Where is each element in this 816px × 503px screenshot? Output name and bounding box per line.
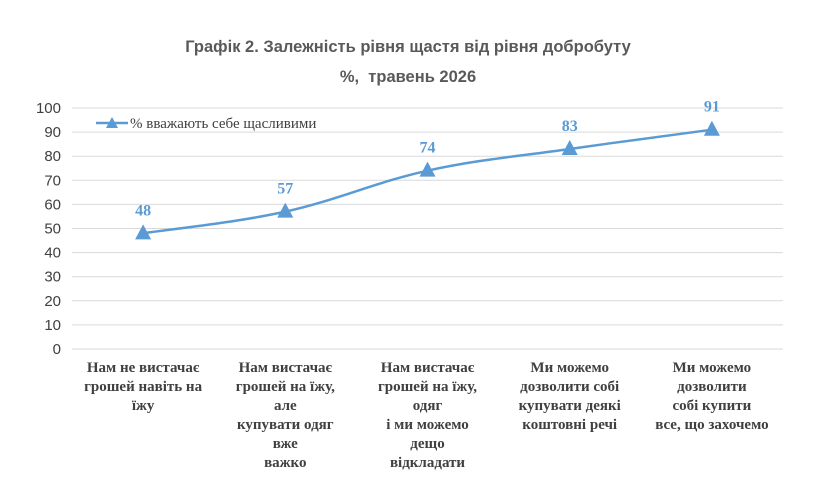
y-tick-label: 60 <box>44 196 61 213</box>
y-tick-label: 40 <box>44 245 61 262</box>
data-point-marker <box>135 224 152 240</box>
chart-title: Графік 2. Залежність рівня щастя від рів… <box>185 38 631 56</box>
y-tick-label: 70 <box>44 172 61 189</box>
y-tick-label: 20 <box>44 293 61 310</box>
data-label: 91 <box>704 99 720 116</box>
data-label: 57 <box>277 181 293 198</box>
x-category-label-line: Нам вистачає <box>239 360 333 376</box>
x-category-label-line: дозволити <box>677 379 747 395</box>
x-category-label-line: грошей на їжу, <box>378 379 477 395</box>
x-category-label-line: одяг <box>413 398 443 414</box>
x-category-label-line: дозволити собі <box>520 379 619 395</box>
x-category-label-line: їжу <box>132 398 155 414</box>
y-tick-label: 0 <box>53 341 61 358</box>
data-label: 74 <box>420 140 436 157</box>
legend-label: % вважають себе щасливими <box>130 116 316 132</box>
x-category-label-line: грошей навіть на <box>84 379 202 395</box>
data-label: 48 <box>135 202 151 219</box>
x-category-label-line: важко <box>264 455 306 471</box>
y-tick-label: 50 <box>44 221 61 238</box>
chart-subtitle: %, травень 2026 <box>339 68 477 86</box>
data-point-marker <box>277 202 294 218</box>
x-category-label: Нам вистачає грошей на їжу, але купувати од… <box>236 360 335 471</box>
y-tick-label: 100 <box>36 100 61 117</box>
data-label: 83 <box>562 118 578 135</box>
x-category-label: Ми можемо дозволити собі купити все, що зах… <box>655 360 768 433</box>
x-category-label-line: Нам не вистачає <box>87 360 200 376</box>
y-tick-label: 30 <box>44 269 61 286</box>
x-category-label-line: коштовні речі <box>522 417 617 433</box>
x-category-label-line: Ми можемо <box>673 360 752 376</box>
x-category-label-line: собі купити <box>672 398 751 414</box>
x-category-label-line: відкладати <box>390 455 465 471</box>
data-point-marker <box>703 120 720 136</box>
y-tick-label: 90 <box>44 124 61 141</box>
legend-marker <box>106 117 118 128</box>
x-category-label-line: купувати одяг <box>237 417 334 433</box>
x-category-label-line: Нам вистачає <box>381 360 475 376</box>
x-category-label-line: грошей на їжу, <box>236 379 335 395</box>
data-point-marker <box>561 139 578 155</box>
x-category-label-line: все, що захочемо <box>655 417 768 433</box>
x-category-label-line: дещо <box>410 436 444 452</box>
x-category-label: Нам вистачає грошей на їжу, одяг і ми можем… <box>378 360 477 471</box>
x-category-label: Нам не вистачає грошей навіть на їжу <box>84 360 202 414</box>
y-tick-label: 80 <box>44 148 61 165</box>
x-category-label-line: купувати деякі <box>519 398 621 414</box>
x-category-label-line: але <box>274 398 297 414</box>
x-category-label: Ми можемо дозволити собі купувати деякі кош… <box>519 360 621 433</box>
x-category-label-line: і ми можемо <box>386 417 469 433</box>
data-point-marker <box>419 161 436 177</box>
chart-title-block: Графік 2. Залежність рівня щастя від рів… <box>0 32 816 92</box>
x-category-label-line: вже <box>273 436 298 452</box>
y-tick-label: 10 <box>44 317 61 334</box>
x-category-label-line: Ми можемо <box>530 360 609 376</box>
